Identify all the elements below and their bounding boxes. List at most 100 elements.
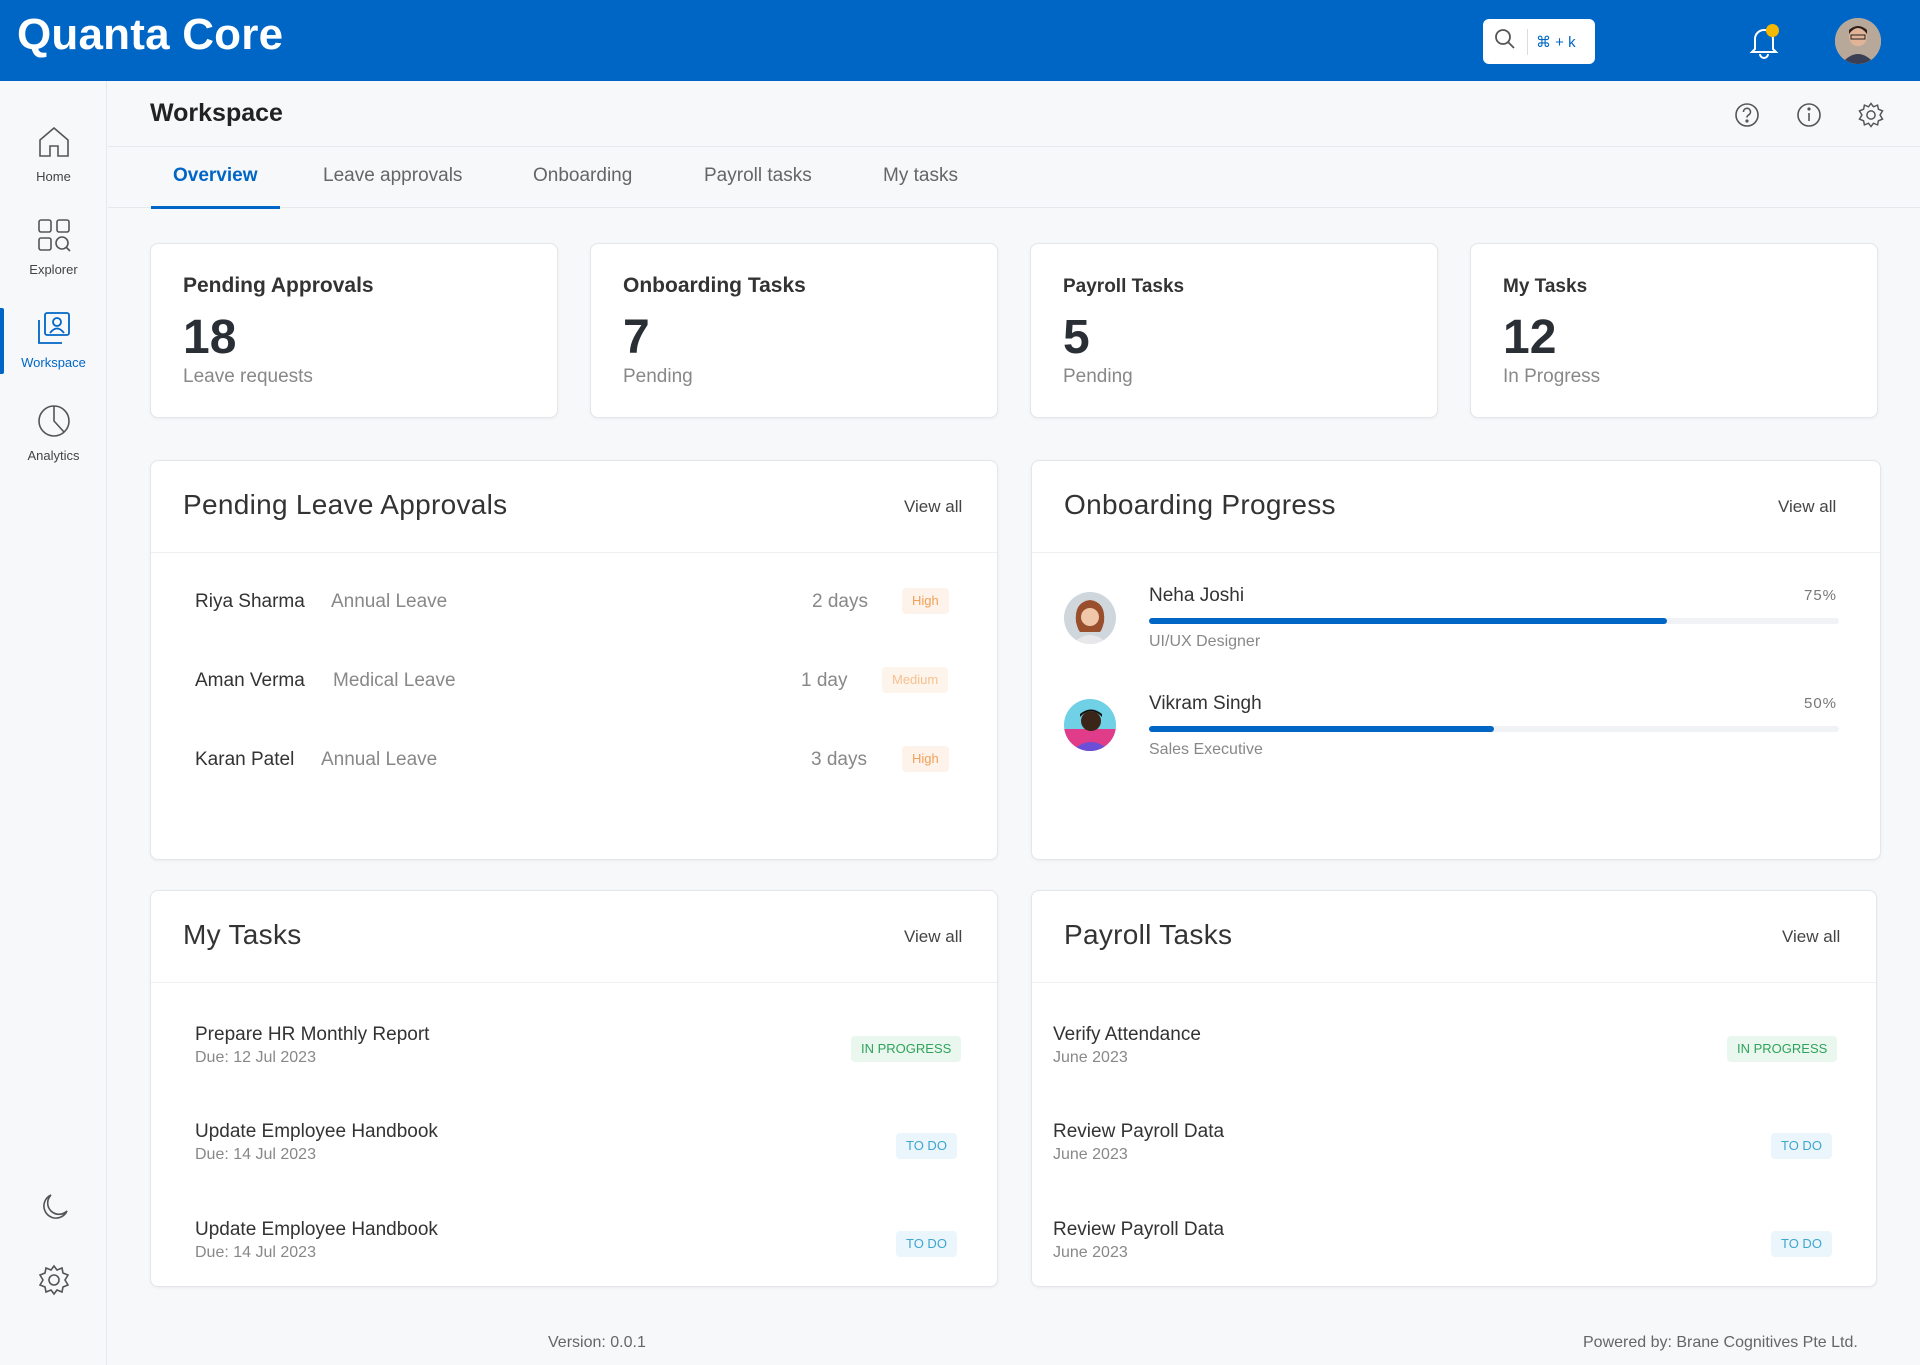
- top-bar: Quanta Core ⌘ + k: [0, 0, 1920, 81]
- sidebar: Home Explorer Workspace Analytics: [0, 81, 107, 1365]
- payroll-task-row[interactable]: Review Payroll Data June 2023 TO DO: [1032, 1121, 1876, 1171]
- stat-label: My Tasks: [1503, 276, 1588, 297]
- panel-title: My Tasks: [183, 919, 302, 950]
- settings-icon[interactable]: [1857, 101, 1885, 129]
- panel-header: My Tasks View all: [151, 891, 997, 983]
- home-icon: [36, 124, 72, 169]
- sidebar-item-explorer[interactable]: Explorer: [0, 217, 107, 303]
- leave-type: Annual Leave: [331, 591, 448, 612]
- stat-card-payroll-tasks[interactable]: Payroll Tasks 5 Pending: [1030, 243, 1438, 418]
- search-shortcut: ⌘ + k: [1536, 33, 1576, 51]
- task-due-date: Due: 14 Jul 2023: [195, 1146, 316, 1163]
- info-icon[interactable]: [1795, 101, 1823, 129]
- panel-header: Payroll Tasks View all: [1032, 891, 1876, 983]
- task-title: Review Payroll Data: [1053, 1219, 1225, 1240]
- help-icon[interactable]: [1733, 101, 1761, 129]
- tab-payroll-tasks[interactable]: Payroll tasks: [704, 165, 812, 186]
- task-row[interactable]: Update Employee Handbook Due: 14 Jul 202…: [151, 1121, 997, 1171]
- page-title: Workspace: [150, 99, 283, 127]
- sidebar-item-label: Explorer: [29, 262, 78, 277]
- search-divider: [1527, 28, 1528, 55]
- stat-subtitle: Pending: [623, 366, 693, 387]
- stat-value: 7: [623, 311, 650, 364]
- stat-card-onboarding-tasks[interactable]: Onboarding Tasks 7 Pending: [590, 243, 998, 418]
- task-period: June 2023: [1053, 1049, 1128, 1066]
- progress-percent: 75%: [1804, 587, 1838, 604]
- stat-subtitle: In Progress: [1503, 366, 1601, 387]
- status-badge: IN PROGRESS: [851, 1036, 962, 1062]
- task-title: Review Payroll Data: [1053, 1121, 1225, 1142]
- payroll-task-row[interactable]: Verify Attendance June 2023 IN PROGRESS: [1032, 1024, 1876, 1074]
- priority-badge: High: [902, 746, 949, 772]
- task-title: Update Employee Handbook: [195, 1219, 438, 1240]
- view-all-link[interactable]: View all: [904, 497, 963, 516]
- leave-request-row[interactable]: Riya Sharma Annual Leave 2 days High: [151, 588, 997, 631]
- explorer-icon: [36, 217, 72, 262]
- notifications-button[interactable]: [1747, 22, 1781, 60]
- sidebar-item-workspace[interactable]: Workspace: [0, 308, 107, 396]
- panel-header: Pending Leave Approvals View all: [151, 461, 997, 553]
- sidebar-item-home[interactable]: Home: [0, 124, 107, 210]
- view-all-link[interactable]: View all: [1782, 927, 1841, 946]
- panel-title: Pending Leave Approvals: [183, 489, 508, 520]
- user-avatar[interactable]: [1835, 18, 1881, 64]
- notification-dot: [1766, 24, 1779, 37]
- tab-my-tasks[interactable]: My tasks: [883, 165, 958, 186]
- search-icon: [1493, 27, 1517, 56]
- page-header: Workspace: [108, 81, 1920, 147]
- task-row[interactable]: Prepare HR Monthly Report Due: 12 Jul 20…: [151, 1024, 997, 1074]
- app-title: Quanta Core: [17, 10, 284, 59]
- avatar: [1064, 699, 1116, 751]
- task-title: Update Employee Handbook: [195, 1121, 438, 1142]
- employee-name: Aman Verma: [195, 670, 305, 691]
- progress-fill: [1149, 726, 1494, 732]
- version-label: Version: 0.0.1: [548, 1334, 646, 1351]
- sidebar-item-label: Home: [36, 169, 71, 184]
- view-all-link[interactable]: View all: [904, 927, 963, 946]
- status-badge: IN PROGRESS: [1727, 1036, 1838, 1062]
- task-title: Prepare HR Monthly Report: [195, 1024, 430, 1045]
- tab-onboarding[interactable]: Onboarding: [533, 165, 633, 186]
- employee-name: Riya Sharma: [195, 591, 305, 612]
- stat-card-my-tasks[interactable]: My Tasks 12 In Progress: [1470, 243, 1878, 418]
- settings-icon: [37, 1263, 71, 1302]
- stat-subtitle: Leave requests: [183, 366, 313, 387]
- priority-badge: High: [902, 588, 949, 614]
- sidebar-item-analytics[interactable]: Analytics: [0, 403, 107, 489]
- priority-badge: Medium: [882, 667, 949, 693]
- search-button[interactable]: ⌘ + k: [1483, 19, 1595, 64]
- stat-value: 12: [1503, 311, 1557, 364]
- leave-request-row[interactable]: Karan Patel Annual Leave 3 days High: [151, 746, 997, 789]
- view-all-link[interactable]: View all: [1778, 497, 1837, 516]
- status-badge: TO DO: [1771, 1133, 1832, 1159]
- sidebar-settings-button[interactable]: [0, 1263, 107, 1302]
- sidebar-item-label: Analytics: [27, 448, 80, 463]
- progress-track: [1149, 726, 1839, 732]
- status-badge: TO DO: [896, 1133, 957, 1159]
- pending-leave-approvals-panel: Pending Leave Approvals View all Riya Sh…: [150, 460, 998, 860]
- stat-subtitle: Pending: [1063, 366, 1133, 387]
- bell-icon: [1747, 29, 1781, 64]
- task-due-date: Due: 14 Jul 2023: [195, 1244, 316, 1261]
- stat-label: Pending Approvals: [183, 274, 374, 297]
- employee-name: Karan Patel: [195, 749, 295, 770]
- tab-bar: Overview Leave approvals Onboarding Payr…: [108, 148, 1920, 209]
- leave-request-row[interactable]: Aman Verma Medical Leave 1 day Medium: [151, 667, 997, 710]
- task-row[interactable]: Update Employee Handbook Due: 14 Jul 202…: [151, 1219, 997, 1269]
- panel-header: Onboarding Progress View all: [1032, 461, 1880, 553]
- person-name: Neha Joshi: [1149, 585, 1245, 606]
- stat-value: 5: [1063, 311, 1090, 364]
- theme-toggle[interactable]: [0, 1191, 107, 1230]
- my-tasks-panel: My Tasks View all Prepare HR Monthly Rep…: [150, 890, 998, 1287]
- tab-overview[interactable]: Overview: [151, 165, 280, 209]
- stat-label: Onboarding Tasks: [623, 274, 806, 297]
- payroll-task-row[interactable]: Review Payroll Data June 2023 TO DO: [1032, 1219, 1876, 1269]
- moon-icon: [37, 1191, 71, 1230]
- tab-leave-approvals[interactable]: Leave approvals: [323, 165, 463, 186]
- onboarding-progress-panel: Onboarding Progress View all Neha Joshi …: [1031, 460, 1881, 860]
- workspace-icon: [36, 310, 72, 355]
- leave-duration: 2 days: [812, 591, 868, 612]
- stat-card-pending-approvals[interactable]: Pending Approvals 18 Leave requests: [150, 243, 558, 418]
- person-name: Vikram Singh: [1149, 693, 1262, 714]
- progress-track: [1149, 618, 1839, 624]
